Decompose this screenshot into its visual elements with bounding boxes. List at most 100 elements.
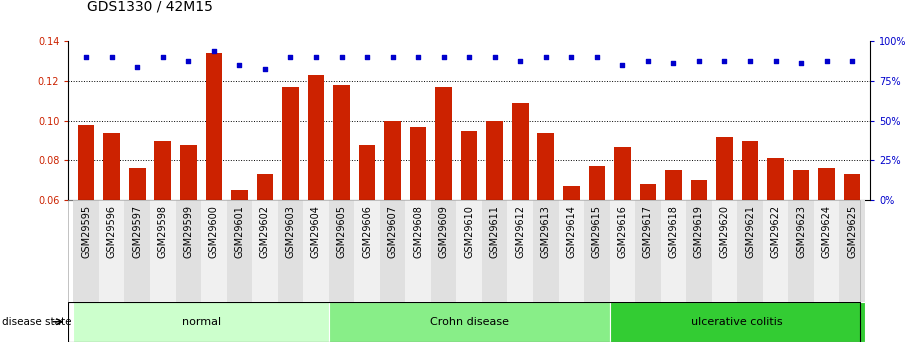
Text: normal: normal [181,317,220,327]
Point [615,62,630,68]
Bar [763,200,788,302]
Point [564,55,578,60]
Point [130,65,145,70]
Bar [512,103,528,319]
Text: GSM29600: GSM29600 [209,205,219,258]
Point [589,55,604,60]
Bar [333,85,350,319]
Bar [354,200,380,302]
Bar [155,141,171,319]
Bar [609,302,865,342]
Bar [482,200,507,302]
Point [487,55,502,60]
Point [819,58,834,64]
Bar [410,127,426,319]
Text: GSM29625: GSM29625 [847,205,857,258]
Point [793,60,808,66]
Bar [308,75,324,319]
Bar [257,174,273,319]
Point [666,60,681,66]
Text: GSM29622: GSM29622 [771,205,781,258]
Bar [431,200,456,302]
Bar [303,200,329,302]
Bar [129,168,146,319]
Text: GSM29620: GSM29620 [720,205,730,258]
Bar [558,200,584,302]
Text: GSM29614: GSM29614 [567,205,577,258]
Text: GSM29608: GSM29608 [413,205,423,258]
Bar [359,145,375,319]
Bar [635,200,660,302]
Point [385,55,400,60]
Text: GSM29621: GSM29621 [745,205,755,258]
Point [181,58,196,64]
Bar [78,125,95,319]
Point [334,55,349,60]
Bar [614,147,630,319]
Text: GSM29596: GSM29596 [107,205,117,258]
Bar [206,53,222,319]
Point [742,58,757,64]
Text: GSM29615: GSM29615 [592,205,602,258]
Bar [609,200,635,302]
Text: disease state: disease state [2,317,71,327]
Bar [282,87,299,319]
Point [768,58,783,64]
Bar [435,87,452,319]
Bar [252,200,278,302]
Text: Crohn disease: Crohn disease [430,317,508,327]
Text: GSM29604: GSM29604 [311,205,321,258]
Text: GSM29597: GSM29597 [132,205,142,258]
Point [436,55,451,60]
Bar [767,158,783,319]
Text: GSM29623: GSM29623 [796,205,806,258]
Point [844,58,859,64]
Bar [788,200,814,302]
Point [258,66,272,72]
Text: GSM29611: GSM29611 [490,205,500,258]
Bar [686,200,711,302]
Text: GDS1330 / 42M15: GDS1330 / 42M15 [87,0,212,14]
Point [640,58,655,64]
Point [232,62,247,68]
Text: GSM29618: GSM29618 [669,205,679,258]
Text: GSM29619: GSM29619 [694,205,704,258]
Point [360,55,374,60]
Bar [456,200,482,302]
Text: GSM29601: GSM29601 [234,205,244,258]
Text: GSM29595: GSM29595 [81,205,91,258]
Text: ulcerative colitis: ulcerative colitis [691,317,783,327]
Text: GSM29606: GSM29606 [362,205,372,258]
Bar [384,121,401,319]
Bar [711,200,737,302]
Point [79,55,94,60]
Bar [793,170,809,319]
Point [283,55,298,60]
Bar [533,200,558,302]
Bar [231,190,248,319]
Point [309,55,323,60]
Text: GSM29613: GSM29613 [541,205,551,258]
Text: GSM29602: GSM29602 [260,205,270,258]
Text: GSM29607: GSM29607 [387,205,397,258]
Bar [150,200,176,302]
Point [462,55,476,60]
Bar [563,186,579,319]
Bar [176,200,201,302]
Bar [716,137,732,319]
Text: GSM29609: GSM29609 [438,205,448,258]
Text: GSM29616: GSM29616 [618,205,628,258]
Bar [507,200,533,302]
Bar [380,200,405,302]
Point [105,55,119,60]
Point [156,55,170,60]
Text: GSM29603: GSM29603 [285,205,295,258]
Bar [814,200,839,302]
Text: GSM29624: GSM29624 [822,205,832,258]
Text: GSM29599: GSM29599 [183,205,193,258]
Bar [329,200,354,302]
Bar [737,200,763,302]
Bar [227,200,252,302]
Bar [99,200,125,302]
Text: GSM29612: GSM29612 [516,205,526,258]
